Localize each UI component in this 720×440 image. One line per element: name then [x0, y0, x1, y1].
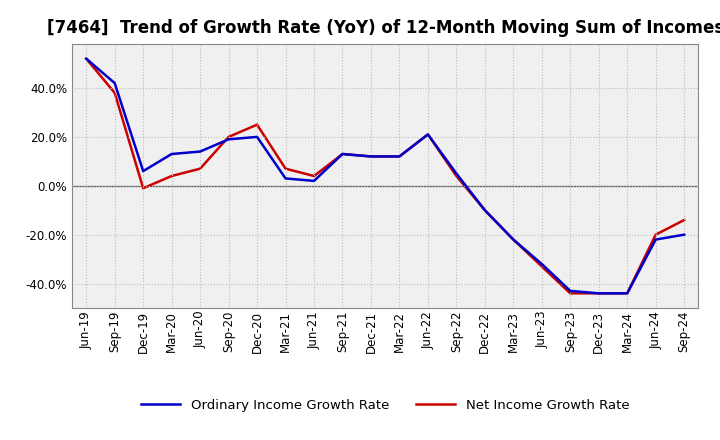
- Ordinary Income Growth Rate: [395, 154, 404, 159]
- Ordinary Income Growth Rate: [253, 134, 261, 139]
- Ordinary Income Growth Rate: [537, 261, 546, 267]
- Line: Net Income Growth Rate: Net Income Growth Rate: [86, 59, 684, 293]
- Net Income Growth Rate: [395, 154, 404, 159]
- Net Income Growth Rate: [253, 122, 261, 127]
- Net Income Growth Rate: [566, 291, 575, 296]
- Net Income Growth Rate: [452, 173, 461, 179]
- Net Income Growth Rate: [680, 217, 688, 223]
- Ordinary Income Growth Rate: [452, 171, 461, 176]
- Net Income Growth Rate: [139, 186, 148, 191]
- Title: [7464]  Trend of Growth Rate (YoY) of 12-Month Moving Sum of Incomes: [7464] Trend of Growth Rate (YoY) of 12-…: [47, 19, 720, 37]
- Net Income Growth Rate: [225, 134, 233, 139]
- Ordinary Income Growth Rate: [82, 56, 91, 61]
- Net Income Growth Rate: [82, 56, 91, 61]
- Net Income Growth Rate: [652, 232, 660, 237]
- Ordinary Income Growth Rate: [680, 232, 688, 237]
- Ordinary Income Growth Rate: [366, 154, 375, 159]
- Net Income Growth Rate: [366, 154, 375, 159]
- Ordinary Income Growth Rate: [139, 169, 148, 174]
- Ordinary Income Growth Rate: [167, 151, 176, 157]
- Ordinary Income Growth Rate: [423, 132, 432, 137]
- Ordinary Income Growth Rate: [282, 176, 290, 181]
- Net Income Growth Rate: [537, 264, 546, 269]
- Ordinary Income Growth Rate: [595, 291, 603, 296]
- Line: Ordinary Income Growth Rate: Ordinary Income Growth Rate: [86, 59, 684, 293]
- Ordinary Income Growth Rate: [566, 288, 575, 293]
- Net Income Growth Rate: [423, 132, 432, 137]
- Net Income Growth Rate: [196, 166, 204, 171]
- Net Income Growth Rate: [338, 151, 347, 157]
- Ordinary Income Growth Rate: [480, 208, 489, 213]
- Net Income Growth Rate: [282, 166, 290, 171]
- Legend: Ordinary Income Growth Rate, Net Income Growth Rate: Ordinary Income Growth Rate, Net Income …: [135, 394, 635, 418]
- Ordinary Income Growth Rate: [196, 149, 204, 154]
- Ordinary Income Growth Rate: [509, 237, 518, 242]
- Net Income Growth Rate: [167, 173, 176, 179]
- Net Income Growth Rate: [480, 208, 489, 213]
- Ordinary Income Growth Rate: [652, 237, 660, 242]
- Ordinary Income Growth Rate: [110, 81, 119, 86]
- Net Income Growth Rate: [509, 237, 518, 242]
- Net Income Growth Rate: [595, 291, 603, 296]
- Net Income Growth Rate: [110, 90, 119, 95]
- Ordinary Income Growth Rate: [310, 178, 318, 183]
- Net Income Growth Rate: [310, 173, 318, 179]
- Ordinary Income Growth Rate: [338, 151, 347, 157]
- Ordinary Income Growth Rate: [225, 137, 233, 142]
- Net Income Growth Rate: [623, 291, 631, 296]
- Ordinary Income Growth Rate: [623, 291, 631, 296]
